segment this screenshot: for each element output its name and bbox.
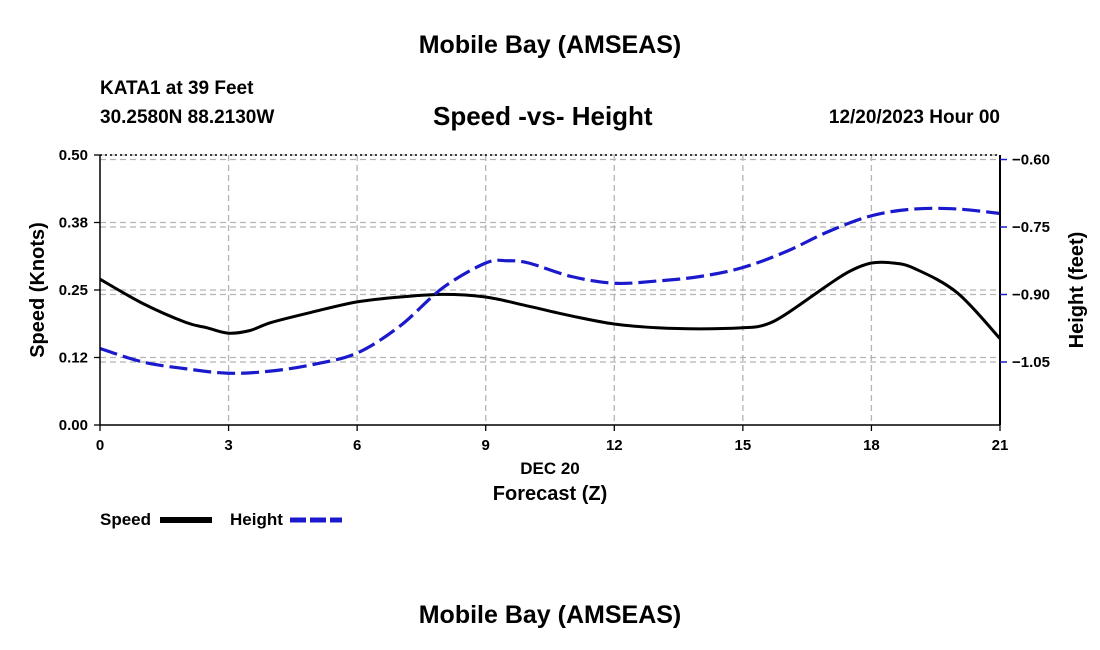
x-tick-label: 3	[224, 437, 232, 454]
x-tick-label: 12	[606, 437, 623, 454]
y-left-tick-label: 0.38	[59, 215, 88, 232]
y-left-tick-label: 0.00	[59, 417, 88, 434]
x-tick-label: 9	[482, 437, 490, 454]
x-tick-label: 18	[863, 437, 880, 454]
legend-height-label: Height	[230, 510, 283, 529]
y-left-tick-label: 0.12	[59, 350, 88, 367]
x-tick-label: 15	[735, 437, 752, 454]
series-line-height	[99, 206, 1001, 375]
x-axis-label: Forecast (Z)	[493, 483, 607, 505]
date-hour: 12/20/2023 Hour 00	[828, 107, 1000, 128]
y-left-tick-label: 0.25	[59, 282, 88, 299]
y-left-tick-label: 0.50	[59, 147, 88, 164]
station-label: KATA1 at 39 Feet	[100, 78, 254, 99]
y-right-tick-label: −0.90	[1012, 287, 1050, 304]
series-layer	[99, 206, 1002, 375]
y-right-tick-label: −1.05	[1012, 354, 1050, 371]
x-tick-label: 6	[353, 437, 361, 454]
x-tick-label: 21	[992, 437, 1009, 454]
y-right-tick-label: −0.75	[1012, 219, 1050, 236]
page-title-bottom: Mobile Bay (AMSEAS)	[418, 601, 682, 629]
grid-layer	[100, 154, 1000, 425]
series-line-speed	[99, 260, 1002, 340]
legend-speed-label: Speed	[100, 510, 151, 529]
x-axis-date-label: DEC 20	[520, 459, 580, 478]
y-axis-left-label: Speed (Knots)	[27, 222, 49, 358]
tick-layer: 0 3 6 9 12 15 18 21 0.00 0.12 0.25 0.38 0.50 −1.05 −0.…	[59, 147, 1050, 454]
chart-title: Speed -vs- Height	[433, 101, 653, 131]
x-tick-label: 0	[96, 437, 104, 454]
y-right-tick-label: −0.60	[1012, 152, 1050, 169]
station-coords: 30.2580N 88.2130W	[100, 107, 275, 128]
page-title-top: Mobile Bay (AMSEAS)	[418, 31, 682, 59]
y-axis-right-label: Height (feet)	[1066, 232, 1088, 349]
